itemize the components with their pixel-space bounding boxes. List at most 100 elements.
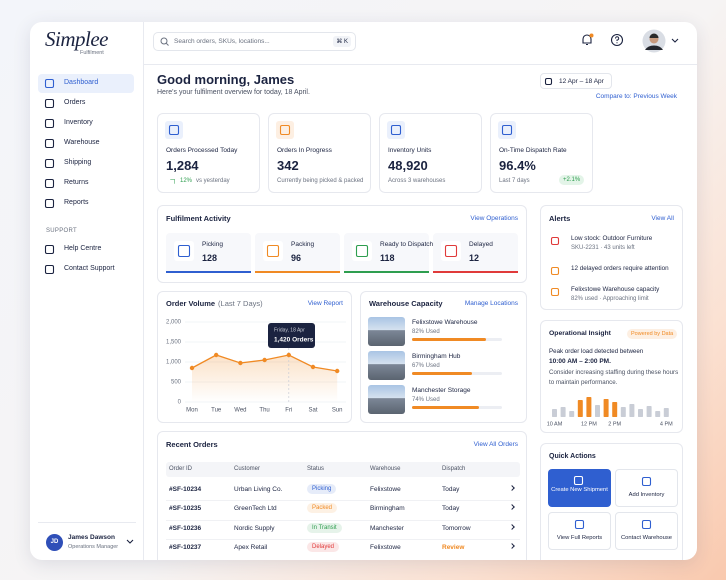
row-chevron[interactable] [509, 485, 515, 491]
icon-glyph [44, 98, 55, 109]
nav-item[interactable]: Inventory [38, 114, 134, 133]
quick-action-button[interactable]: View Full Reports [548, 512, 611, 550]
nav-item[interactable]: Returns [38, 174, 134, 193]
icon [44, 138, 55, 149]
panel-link[interactable]: Manage Locations [464, 300, 518, 307]
icon-glyph [266, 244, 280, 258]
user-role: Operations Manager [68, 544, 119, 550]
activity-label: Delayed [469, 241, 493, 248]
compare-link[interactable]: Compare to: Previous Week [595, 93, 677, 100]
logo-tagline: Fulfilment [80, 50, 104, 56]
lens [160, 37, 168, 45]
nav-item[interactable]: Dashboard [38, 74, 134, 93]
table-cell: #SF-10236 [169, 524, 202, 532]
user-chevron[interactable] [126, 539, 134, 545]
capacity-bar [412, 338, 486, 341]
quick-action-label: Create New Shipment [551, 487, 608, 493]
quick-action-label: Contact Warehouse [620, 535, 673, 541]
table-cell: Tomorrow [442, 524, 471, 532]
quick-action-button[interactable]: Add Inventory [615, 469, 678, 507]
nav-item[interactable]: Contact Support [38, 260, 134, 279]
warehouse-name: Birmingham Hub [412, 353, 461, 360]
quick-action-label: Add Inventory [628, 492, 665, 498]
nav-item[interactable]: Warehouse [38, 134, 134, 153]
icon-glyph [44, 244, 55, 255]
row-chevron[interactable] [509, 504, 515, 511]
order-volume-panel: Order Volume (Last 7 Days) View Report [157, 291, 352, 423]
topbar-divider [143, 64, 697, 65]
table-cell: GreenTech Ltd [234, 505, 277, 513]
quick-action-button[interactable]: Contact Warehouse [615, 512, 678, 550]
row-chevron[interactable] [509, 523, 515, 530]
icon-bg [352, 241, 372, 261]
profile-avatar[interactable] [642, 29, 666, 53]
nav-item[interactable]: Orders [38, 94, 134, 113]
panel-title: Order Volume (Last 7 Days) [166, 299, 263, 308]
quick-action-button[interactable]: Create New Shipment [548, 469, 611, 507]
icon-glyph [390, 124, 402, 136]
icon [498, 121, 516, 139]
warehouse-name: Manchester Storage [412, 387, 471, 394]
search-box[interactable]: Search orders, SKUs, locations... ⌘ K [153, 32, 356, 51]
search-shortcut: ⌘ K [333, 36, 351, 47]
profile-chevron[interactable] [671, 38, 679, 44]
panel-link[interactable]: View All Orders [473, 441, 518, 448]
bell-icon[interactable] [580, 33, 594, 47]
chart-subtitle: (Last 7 Days) [218, 299, 263, 308]
insight-badge: Powered by Data [627, 329, 678, 339]
help-icon[interactable] [610, 33, 624, 47]
kpi-value: 48,920 [388, 158, 428, 173]
kpi-note: Last 7 days [499, 178, 530, 184]
icon-bg [441, 241, 461, 261]
date-range[interactable]: 12 Apr – 18 Apr [540, 73, 612, 89]
activity-label: Ready to Dispatch [380, 241, 434, 248]
column-header: Warehouse [370, 466, 401, 472]
panel-link[interactable]: View Operations [470, 215, 518, 222]
kpi-delta-pill: +2.1% [559, 175, 585, 185]
column-header: Dispatch [442, 466, 466, 472]
warehouse-panel: Warehouse Capacity Manage Locations Felixs… [360, 291, 527, 423]
icon [44, 118, 55, 129]
icon [550, 236, 560, 246]
icon-glyph [177, 244, 191, 258]
icon [44, 158, 55, 169]
nav-item[interactable]: Help Centre [38, 240, 134, 259]
insight-highlight: 10:00 AM – 2:00 PM. [549, 358, 611, 365]
kpi-card: On-Time Dispatch Rate 96.4% Last 7 days +2.… [490, 113, 593, 193]
icon-bg [498, 121, 516, 139]
warehouse-used: 82% Used [412, 329, 440, 335]
nav-label: Help Centre [64, 245, 102, 252]
alert-detail: 82% used · Approaching limit [571, 296, 649, 302]
alert-title: Low stock: Outdoor Furniture [571, 235, 653, 242]
icon-glyph [550, 287, 560, 297]
panel-link[interactable]: View Report [307, 300, 343, 307]
kpi-card: Inventory Units 48,920 Across 3 warehouses [379, 113, 482, 193]
quick-actions-panel: Quick Actions Create New Shipment Add Inve… [540, 443, 683, 560]
icon [387, 121, 405, 139]
icon-glyph [44, 178, 55, 189]
kpi-arrow [170, 179, 175, 184]
icon [165, 121, 183, 139]
support-heading: SUPPORT [46, 228, 77, 234]
capacity-bar [412, 406, 479, 409]
activity-item: Picking 128 [166, 233, 251, 273]
table-cell: Today [442, 505, 460, 513]
search-placeholder: Search orders, SKUs, locations... [174, 38, 270, 45]
panel-link[interactable]: View All [651, 215, 674, 222]
icon-glyph [550, 236, 560, 246]
nav-label: Returns [64, 179, 89, 186]
icon-glyph [44, 264, 55, 275]
nav-item[interactable]: Shipping [38, 154, 134, 173]
table-cell: Nordic Supply [234, 524, 275, 532]
table-cell: #SF-10234 [169, 486, 202, 493]
icon-glyph [168, 124, 180, 136]
nav-item[interactable]: Reports [38, 194, 134, 213]
warehouse-name: Felixstowe Warehouse [412, 319, 478, 326]
row-chevron[interactable] [509, 543, 515, 549]
insight-text: Peak order load detected between [549, 348, 644, 355]
insight-panel: Operational Insight Powered by Data Peak o… [540, 320, 683, 433]
nav-label: Contact Support [64, 265, 115, 272]
table-header-bg [166, 462, 520, 477]
activity-value: 118 [380, 253, 395, 263]
table-cell: Apex Retail [234, 543, 268, 551]
